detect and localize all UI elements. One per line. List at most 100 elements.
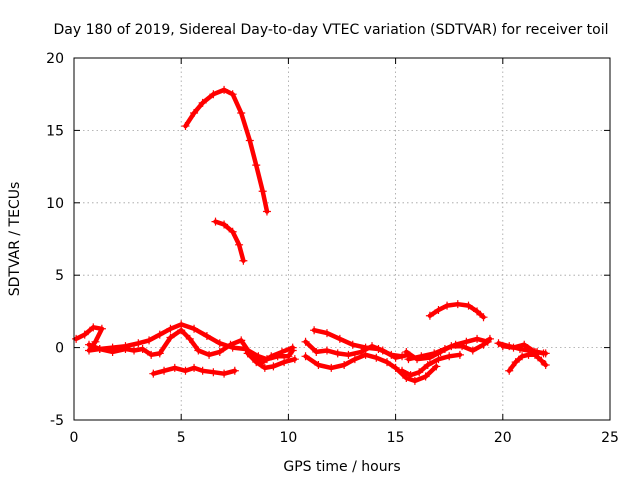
x-tick-label: 10 [279, 430, 297, 446]
data-point [445, 352, 454, 361]
chart-title: Day 180 of 2019, Sidereal Day-to-day VTE… [53, 22, 608, 38]
data-point [190, 363, 199, 372]
data-point [220, 220, 229, 229]
data-point [498, 342, 507, 351]
data-layer [72, 85, 550, 385]
y-tick-label: 15 [46, 123, 64, 139]
data-point [288, 343, 297, 352]
data-point [215, 347, 224, 356]
data-point [404, 355, 413, 364]
data-point [333, 349, 342, 358]
series-line [73, 322, 295, 362]
data-series-track-16 [498, 340, 550, 358]
data-point [327, 363, 336, 372]
data-point [95, 345, 104, 354]
data-point [541, 349, 550, 358]
data-point [398, 366, 407, 375]
data-point [138, 345, 147, 354]
x-tick-label: 20 [494, 430, 512, 446]
data-point [235, 240, 244, 249]
x-axis-label: GPS time / hours [283, 459, 400, 475]
data-point [530, 347, 539, 356]
data-point [130, 346, 139, 355]
data-point [237, 109, 246, 118]
data-point [220, 85, 229, 94]
y-tick-label: 5 [55, 268, 64, 284]
data-point [537, 356, 546, 365]
data-point [406, 371, 415, 380]
data-point [443, 301, 452, 310]
data-point [434, 355, 443, 364]
data-point [378, 346, 387, 355]
data-point [485, 334, 494, 343]
data-point [181, 366, 190, 375]
data-point [166, 333, 175, 342]
plot-frame [73, 57, 611, 421]
data-point [194, 346, 203, 355]
data-point [340, 360, 349, 369]
data-point [479, 313, 488, 322]
data-point [198, 98, 207, 107]
data-point [410, 376, 419, 385]
data-series-track-10 [398, 350, 464, 380]
data-point [391, 363, 400, 372]
data-point [458, 342, 467, 351]
data-point [108, 347, 117, 356]
data-point [181, 122, 190, 131]
data-point [205, 350, 214, 359]
series-line [506, 352, 548, 374]
data-point [290, 355, 299, 364]
data-series-track-1 [181, 85, 271, 216]
data-point [258, 187, 267, 196]
data-point [228, 90, 237, 99]
data-point [228, 227, 237, 236]
data-point [541, 360, 550, 369]
y-tick-label: 0 [55, 341, 64, 357]
data-point [402, 347, 411, 356]
data-point [425, 353, 434, 362]
y-tick-label: -5 [50, 413, 64, 429]
data-point [260, 363, 269, 372]
data-point [85, 340, 94, 349]
data-point [322, 329, 331, 338]
data-point [520, 340, 529, 349]
data-point [344, 350, 353, 359]
data-point [147, 350, 156, 359]
data-series-track-9 [301, 350, 441, 385]
data-point [149, 369, 158, 378]
data-point [348, 340, 357, 349]
data-series-track-6 [243, 349, 299, 372]
data-point [277, 347, 286, 356]
data-point [509, 343, 518, 352]
data-point [155, 349, 164, 358]
data-point [80, 330, 89, 339]
data-point [415, 368, 424, 377]
data-point [166, 324, 175, 333]
data-point [170, 363, 179, 372]
data-point [230, 366, 239, 375]
data-point [473, 307, 482, 316]
data-point [155, 330, 164, 339]
data-point [383, 358, 392, 367]
data-series-track-12 [402, 334, 494, 364]
data-point [267, 352, 276, 361]
y-axis-label: SDTVAR / TECUs [7, 182, 23, 297]
x-tick-label: 25 [601, 430, 619, 446]
data-series-track-3 [72, 320, 297, 364]
data-point [494, 339, 503, 348]
data-point [220, 369, 229, 378]
data-point [245, 136, 254, 145]
data-point [89, 323, 98, 332]
data-point [314, 360, 323, 369]
data-point [252, 161, 261, 170]
data-point [239, 256, 248, 265]
x-tick-label: 0 [70, 430, 79, 446]
data-point [280, 358, 289, 367]
data-point [97, 324, 106, 333]
data-point [243, 349, 252, 358]
data-point [301, 352, 310, 361]
data-series-track-2 [211, 217, 248, 265]
data-point [462, 337, 471, 346]
data-point [391, 353, 400, 362]
